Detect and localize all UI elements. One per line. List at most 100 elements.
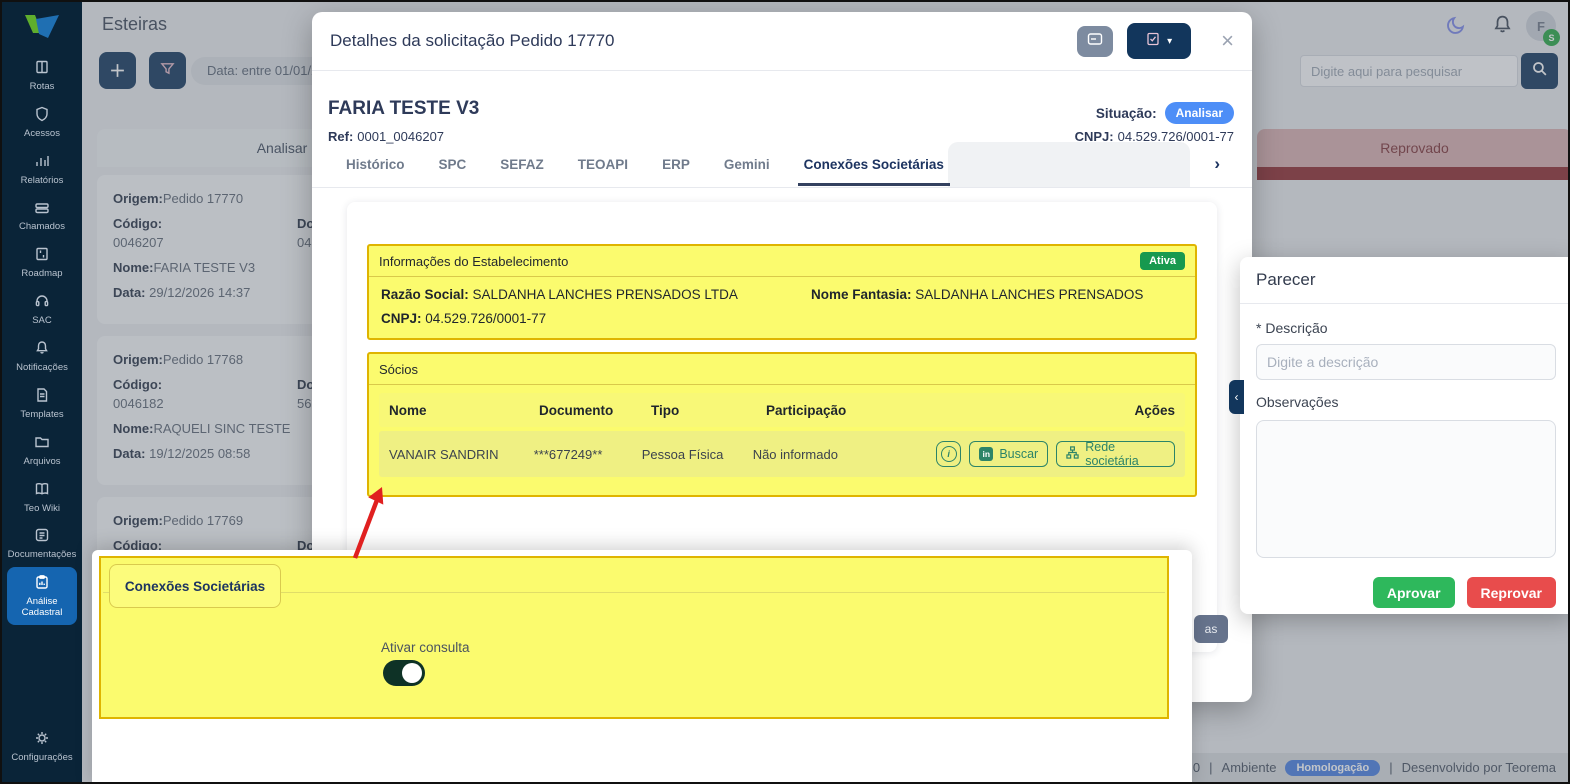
tab-conexoes-societarias[interactable]: Conexões Societárias — [797, 157, 951, 186]
parecer-title: Parecer — [1240, 257, 1568, 304]
tab-sefaz[interactable]: SEFAZ — [500, 157, 544, 172]
sidebar: Rotas Acessos Relatórios Chamados Roadma… — [2, 2, 82, 782]
avatar[interactable]: F S — [1526, 11, 1560, 46]
ambiente-badge: Homologação — [1285, 759, 1381, 776]
observacoes-label: Observações — [1256, 394, 1339, 410]
file-icon — [34, 387, 50, 407]
descricao-input[interactable] — [1256, 344, 1556, 380]
bell-icon — [34, 340, 50, 360]
card-summary-button[interactable] — [1077, 25, 1114, 57]
footer: nel 26.1.0 | Ambiente Homologação | Dese… — [1143, 753, 1568, 782]
network-icon — [1066, 446, 1079, 462]
reject-button[interactable]: Reprovar — [1466, 577, 1556, 608]
toggle-knob — [402, 663, 422, 683]
headset-icon — [34, 293, 50, 313]
parecer-collapse-handle[interactable]: ‹ — [1229, 380, 1244, 414]
add-button[interactable] — [99, 52, 136, 89]
info-icon: i — [940, 446, 957, 462]
modal-header: Detalhes da solicitação Pedido 17770 ▾ × — [312, 12, 1252, 71]
tab-gemini[interactable]: Gemini — [723, 157, 770, 172]
search-icon — [1531, 60, 1548, 82]
shield-icon — [34, 106, 50, 126]
tab-divider — [103, 592, 1165, 593]
checklist-dropdown-button[interactable]: ▾ — [1127, 23, 1192, 59]
tab-scroll-right-icon[interactable]: › — [1214, 154, 1220, 173]
folder-icon — [34, 434, 50, 454]
filter-button[interactable] — [149, 52, 186, 89]
annotation-arrow — [352, 487, 384, 559]
notifications-bell-icon[interactable] — [1492, 14, 1513, 40]
parecer-panel: Parecer * Descrição Observações Aprovar … — [1240, 257, 1568, 614]
avatar-initial: F — [1537, 18, 1545, 34]
tab-teoapi[interactable]: TEOAPI — [577, 157, 629, 172]
sidebar-item-acessos[interactable]: Acessos — [7, 99, 77, 146]
ativar-consulta-label: Ativar consulta — [381, 640, 470, 655]
avatar-status-badge: S — [1543, 29, 1560, 46]
tab-spc[interactable]: SPC — [438, 157, 467, 172]
establishment-info-section: Informações do Estabelecimento Ativa Raz… — [367, 244, 1197, 340]
modal-title: Detalhes da solicitação Pedido 17770 — [330, 31, 615, 50]
search-button[interactable] — [1521, 53, 1558, 89]
tab-historico[interactable]: Histórico — [346, 157, 405, 172]
sidebar-item-sac[interactable]: SAC — [7, 286, 77, 333]
close-icon[interactable]: × — [1221, 28, 1234, 53]
kanban-column-reprovado: Reprovado — [1257, 129, 1568, 180]
column-title: Reprovado — [1380, 140, 1449, 156]
app-logo[interactable] — [19, 11, 65, 48]
corporate-network-button[interactable]: Rede societária — [1056, 440, 1175, 468]
sidebar-item-analise-cadastral[interactable]: Análise Cadastral — [7, 567, 77, 626]
cnpj-line: CNPJ: 04.529.726/0001-77 — [1074, 129, 1234, 144]
sidebar-item-arquivos[interactable]: Arquivos — [7, 427, 77, 474]
partially-hidden-button[interactable]: as — [1194, 615, 1228, 643]
funnel-icon — [160, 61, 175, 81]
bar-chart-icon — [34, 153, 50, 173]
sidebar-item-notificacoes[interactable]: Notificações — [7, 333, 77, 380]
observacoes-textarea[interactable] — [1256, 420, 1556, 558]
search-input[interactable] — [1300, 55, 1518, 87]
sidebar-item-relatorios[interactable]: Relatórios — [7, 146, 77, 193]
open-book-icon — [34, 481, 50, 501]
card-icon — [1087, 32, 1103, 51]
situacao-line: Situação: Analisar — [1096, 102, 1234, 124]
column-header-reprovado: Reprovado — [1257, 129, 1568, 167]
partner-info-button[interactable]: i — [935, 441, 962, 467]
ativar-consulta-toggle[interactable] — [383, 660, 425, 686]
routes-icon — [34, 59, 50, 79]
company-name: FARIA TESTE V3 — [328, 98, 480, 119]
dark-mode-icon[interactable] — [1446, 15, 1466, 40]
sidebar-item-documentacoes[interactable]: Documentações — [7, 520, 77, 567]
tabbar-filler — [948, 142, 1190, 188]
footer-ambiente-label: Ambiente — [1221, 760, 1277, 775]
partners-table: Nome Documento Tipo Participação Ações V… — [379, 393, 1185, 477]
column-title: Analisar — [256, 140, 308, 156]
clipboard-chart-icon — [34, 574, 50, 594]
descricao-label: * Descrição — [1256, 320, 1328, 336]
conexoes-societarias-tab[interactable]: Conexões Societárias — [109, 564, 281, 608]
linkedin-icon: in — [979, 447, 994, 461]
page-title: Esteiras — [102, 14, 168, 34]
section-title: Informações do Estabelecimento — [379, 253, 569, 269]
sidebar-item-roadmap[interactable]: Roadmap — [7, 239, 77, 286]
tab-erp[interactable]: ERP — [662, 157, 690, 172]
active-status-badge: Ativa — [1140, 252, 1185, 270]
linkedin-search-button[interactable]: in Buscar — [969, 441, 1049, 467]
roadmap-icon — [34, 246, 50, 266]
clipboard-check-icon — [1146, 31, 1160, 51]
table-header-row: Nome Documento Tipo Participação Ações — [379, 393, 1185, 427]
sidebar-item-teo-wiki[interactable]: Teo Wiki — [7, 474, 77, 521]
sidebar-item-chamados[interactable]: Chamados — [7, 193, 77, 240]
document-lines-icon — [34, 527, 50, 547]
table-row: VANAIR SANDRIN ***677249** Pessoa Física… — [379, 431, 1185, 477]
conexoes-settings-section: Conexões Societárias Ativar consulta — [99, 556, 1169, 719]
modal-tabs: Histórico SPC SEFAZ TEOAPI ERP Gemini Co… — [312, 142, 1252, 188]
approve-button[interactable]: Aprovar — [1372, 577, 1455, 608]
sidebar-item-rotas[interactable]: Rotas — [7, 52, 77, 99]
reprovado-color-bar — [1257, 167, 1568, 180]
sidebar-item-configuracoes[interactable]: Configurações — [7, 723, 77, 770]
sidebar-item-templates[interactable]: Templates — [7, 380, 77, 427]
ref-line: Ref: 0001_0046207 — [328, 129, 445, 144]
tickets-icon — [34, 200, 50, 220]
settings-overlay-panel: Conexões Societárias Ativar consulta — [92, 550, 1192, 782]
chevron-down-icon: ▾ — [1167, 35, 1173, 47]
